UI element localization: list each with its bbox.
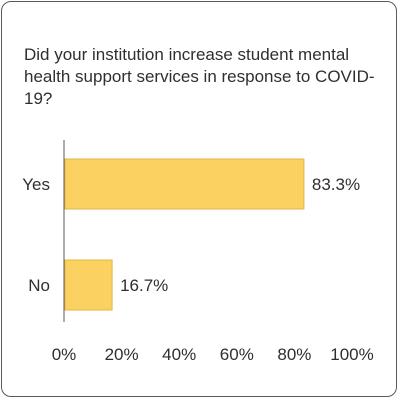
x-ticks-group: 0% 20% 40% 60% 80% 100% [52, 345, 374, 364]
x-tick-label-60: 60% [220, 345, 254, 364]
bar-no [64, 259, 113, 311]
x-tick-label-40: 40% [162, 345, 196, 364]
value-label-yes: 83.3% [312, 175, 360, 194]
x-tick-label-100: 100% [330, 345, 373, 364]
x-tick-label-20: 20% [105, 345, 139, 364]
x-tick-label-80: 80% [277, 345, 311, 364]
bars-group: Yes 83.3% No 16.7% [22, 158, 360, 311]
category-label-no: No [28, 276, 50, 295]
x-tick-label-0: 0% [52, 345, 77, 364]
chart-title: Did your institution increase student me… [24, 45, 375, 108]
bar-yes [64, 158, 305, 210]
value-label-no: 16.7% [120, 276, 168, 295]
category-label-yes: Yes [22, 175, 50, 194]
